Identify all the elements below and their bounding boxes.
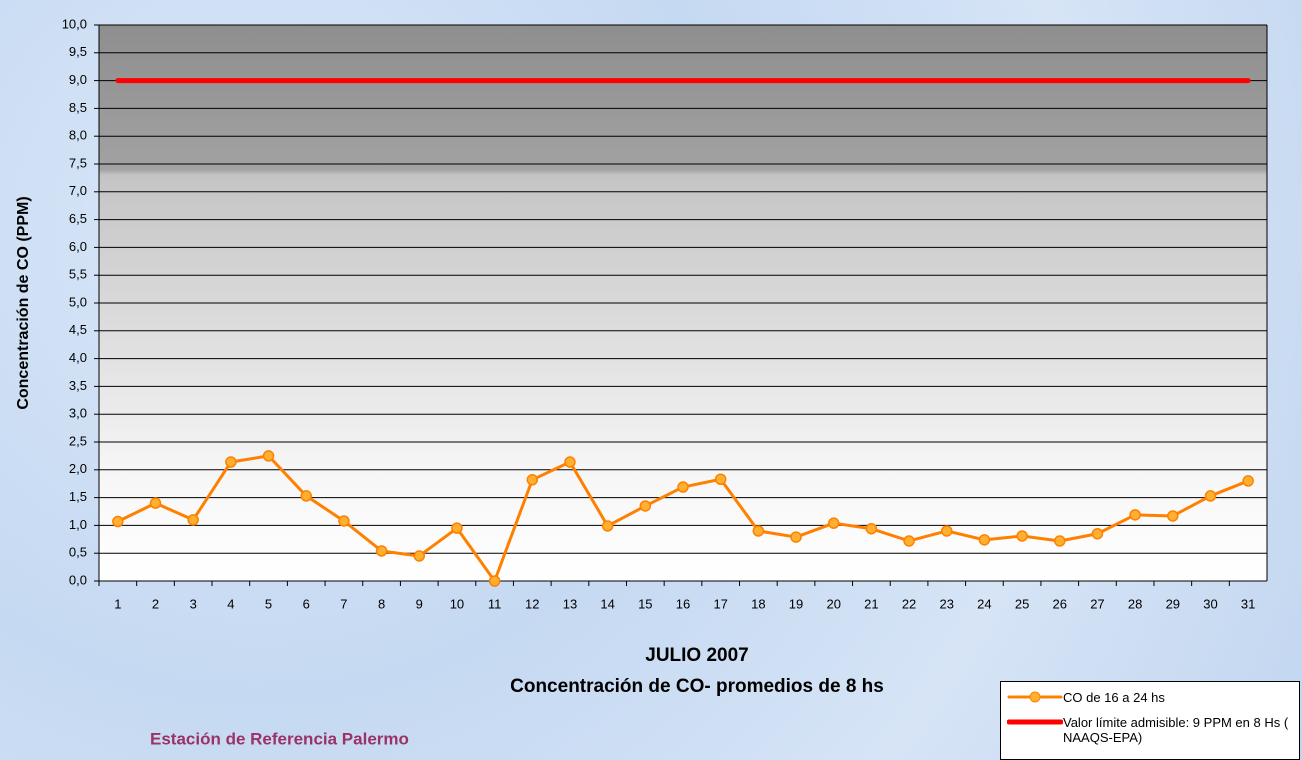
y-tick-label: 5,0 — [69, 294, 87, 309]
data-point — [640, 501, 650, 511]
x-tick-label: 12 — [525, 596, 539, 611]
data-point — [1017, 531, 1027, 541]
x-tick-label: 9 — [416, 596, 423, 611]
footer: Estación de Referencia Palermo — [150, 729, 409, 748]
x-tick-label: 25 — [1015, 596, 1029, 611]
data-point — [301, 491, 311, 501]
x-tick-label: 18 — [751, 596, 765, 611]
data-point — [979, 535, 989, 545]
legend-item: CO de 16 a 24 hs — [1007, 690, 1293, 705]
legend-item: Valor límite admisible: 9 PPM en 8 Hs ( … — [1007, 715, 1293, 745]
y-tick-label: 2,0 — [69, 461, 87, 476]
y-tick-label: 0,0 — [69, 572, 87, 587]
y-tick-label: 7,0 — [69, 183, 87, 198]
page: Concentración de CO (PPM) JULIO 2007 Con… — [0, 0, 1302, 760]
x-tick-label: 8 — [378, 596, 385, 611]
data-point — [716, 474, 726, 484]
chart-title: JULIO 2007 — [645, 645, 749, 666]
x-tick-label: 4 — [227, 596, 234, 611]
x-tick-label: 7 — [340, 596, 347, 611]
data-point — [1130, 510, 1140, 520]
y-tick-label: 8,5 — [69, 100, 87, 115]
y-tick-label: 3,5 — [69, 378, 87, 393]
y-tick-label: 3,0 — [69, 406, 87, 421]
x-tick-label: 28 — [1128, 596, 1142, 611]
data-point — [904, 536, 914, 546]
y-tick-label: 1,5 — [69, 489, 87, 504]
chart-subtitle: Concentración de CO- promedios de 8 hs — [510, 676, 884, 697]
legend-swatch — [1007, 690, 1063, 704]
data-point — [1055, 536, 1065, 546]
legend-label: Valor límite admisible: 9 PPM en 8 Hs ( … — [1063, 715, 1293, 745]
x-tick-label: 30 — [1203, 596, 1217, 611]
data-point — [791, 532, 801, 542]
y-tick-label: 9,5 — [69, 44, 87, 59]
x-tick-label: 23 — [940, 596, 954, 611]
x-tick-label: 14 — [600, 596, 614, 611]
data-point — [565, 457, 575, 467]
y-axis-title: Concentración de CO (PPM) — [15, 196, 32, 409]
data-point — [490, 576, 500, 586]
data-point — [678, 482, 688, 492]
y-tick-label: 7,5 — [69, 155, 87, 170]
x-tick-label: 26 — [1053, 596, 1067, 611]
data-point — [339, 516, 349, 526]
x-tick-label: 2 — [152, 596, 159, 611]
y-tick-label: 10,0 — [62, 16, 87, 31]
data-point — [753, 526, 763, 536]
legend-label: CO de 16 a 24 hs — [1063, 690, 1165, 705]
x-tick-label: 1 — [114, 596, 121, 611]
data-point — [942, 526, 952, 536]
y-tick-label: 9,0 — [69, 72, 87, 87]
x-tick-label: 17 — [713, 596, 727, 611]
y-tick-label: 5,5 — [69, 267, 87, 282]
data-point — [377, 546, 387, 556]
data-point — [1168, 511, 1178, 521]
legend: CO de 16 a 24 hs Valor límite admisible: … — [1000, 681, 1300, 760]
data-point — [452, 523, 462, 533]
y-tick-label: 6,5 — [69, 211, 87, 226]
x-tick-label: 20 — [826, 596, 840, 611]
data-point — [603, 521, 613, 531]
x-tick-label: 5 — [265, 596, 272, 611]
x-tick-label: 27 — [1090, 596, 1104, 611]
x-tick-label: 6 — [303, 596, 310, 611]
data-point — [264, 451, 274, 461]
y-tick-label: 8,0 — [69, 128, 87, 143]
y-tick-label: 2,5 — [69, 433, 87, 448]
data-point — [113, 517, 123, 527]
y-tick-label: 1,0 — [69, 517, 87, 532]
data-point — [866, 524, 876, 534]
y-tick-label: 4,0 — [69, 350, 87, 365]
data-point — [188, 515, 198, 525]
y-tick-label: 4,5 — [69, 322, 87, 337]
x-tick-label: 3 — [190, 596, 197, 611]
y-tick-label: 0,5 — [69, 545, 87, 560]
x-tick-label: 24 — [977, 596, 991, 611]
x-tick-label: 31 — [1241, 596, 1255, 611]
data-point — [829, 518, 839, 528]
data-point — [1205, 491, 1215, 501]
legend-swatch — [1007, 715, 1063, 729]
x-tick-label: 16 — [676, 596, 690, 611]
data-point — [151, 498, 161, 508]
x-tick-label: 13 — [563, 596, 577, 611]
legend-marker — [1030, 692, 1040, 702]
x-tick-label: 29 — [1166, 596, 1180, 611]
chart: Concentración de CO (PPM) JULIO 2007 Con… — [0, 0, 1302, 760]
data-point — [226, 457, 236, 467]
x-tick-label: 19 — [789, 596, 803, 611]
data-point — [414, 551, 424, 561]
x-tick-label: 22 — [902, 596, 916, 611]
x-tick-label: 15 — [638, 596, 652, 611]
data-point — [1092, 529, 1102, 539]
y-tick-label: 6,0 — [69, 239, 87, 254]
x-tick-label: 11 — [488, 596, 502, 611]
x-tick-label: 21 — [864, 596, 878, 611]
data-point — [527, 475, 537, 485]
x-tick-label: 10 — [450, 596, 464, 611]
data-point — [1243, 476, 1253, 486]
